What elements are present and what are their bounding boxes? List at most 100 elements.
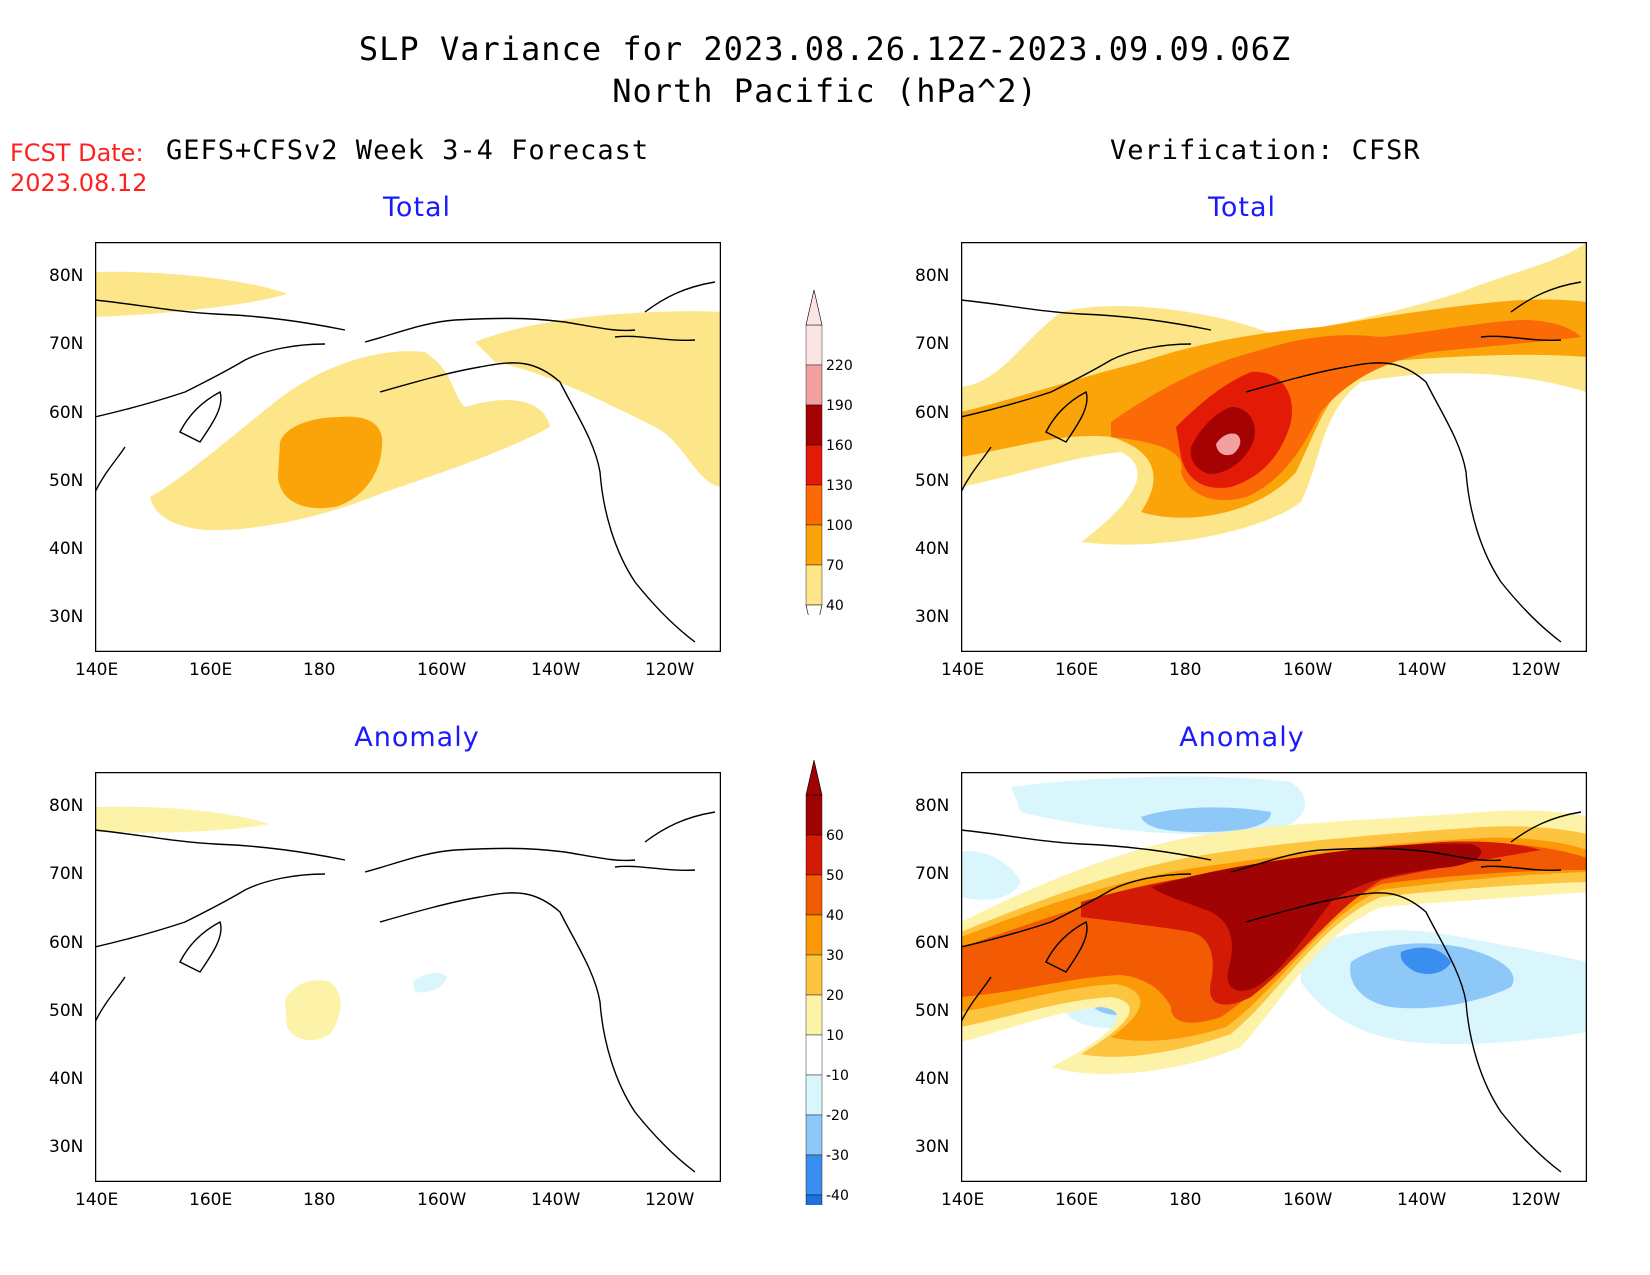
forecast-total-map [95,242,721,652]
lon-tick-label: 140W [1397,660,1447,680]
lat-tick-label: 50N [49,471,84,491]
contour-40 [95,271,287,317]
lat-tick-label: 30N [915,1137,950,1157]
lat-tick-label: 60N [915,403,950,423]
lat-tick-label: 60N [49,403,84,423]
colorbar-swatch [805,874,823,916]
colorbar-cap-bottom [805,604,823,641]
lat-tick-label: 40N [49,539,84,559]
colorbar-cap-top [805,759,823,796]
fcst-date: 2023.08.12 [10,169,148,197]
lon-tick-label: 160W [417,1190,467,1210]
lat-tick-label: 30N [49,1137,84,1157]
colorbar-label: -30 [826,1148,849,1164]
lon-tick-label: 140W [1397,1190,1447,1210]
colorbar-label: 50 [826,868,844,884]
contour-neg10 [961,851,1021,900]
colorbar-label: 20 [826,988,844,1004]
lat-tick-label: 50N [915,1001,950,1021]
lon-tick-label: 140W [531,660,581,680]
lat-tick-label: 40N [915,539,950,559]
lon-tick-label: 160W [1283,1190,1333,1210]
lat-tick-label: 70N [915,334,950,354]
lat-tick-label: 80N [915,796,950,816]
lat-tick-label: 30N [49,607,84,627]
colorbar-label: 100 [826,518,853,534]
fcst-label: FCST Date: [10,139,144,167]
colorbar-swatch [805,404,823,446]
contour-neg10 [413,972,447,993]
lat-tick-label: 30N [915,607,950,627]
coastline [95,281,716,643]
colorbar-label: 190 [826,398,853,414]
contour-10 [285,980,341,1041]
colorbar-label: 220 [826,358,853,374]
lat-tick-label: 70N [915,864,950,884]
colorbar-swatch [805,794,823,836]
lat-tick-label: 60N [915,933,950,953]
colorbar-label: 60 [826,828,844,844]
lon-tick-label: 140E [75,1190,119,1210]
contour-40 [475,311,721,487]
contour-60 [1151,843,1482,991]
lat-tick-label: 50N [49,1001,84,1021]
lon-tick-label: 180 [1169,660,1202,680]
colorbar-swatch [805,954,823,996]
coastline [961,281,1582,643]
figure-subtitle: North Pacific (hPa^2) [612,72,1038,110]
colorbar-swatch [805,1034,823,1076]
colorbar-label: 40 [826,908,844,924]
colorbar-label: 130 [826,478,853,494]
colorbar-cap-top [805,289,823,326]
forecast-total-title: Total [382,192,452,223]
forecast-anomaly-title: Anomaly [354,722,480,753]
contour-70 [278,416,383,509]
lon-tick-label: 160E [189,1190,233,1210]
colorbar-label: 10 [826,1028,844,1044]
figure-title: SLP Variance for 2023.08.26.12Z-2023.09.… [358,30,1292,68]
colorbar-swatch [805,834,823,876]
lat-tick-label: 70N [49,334,84,354]
coastline [961,811,1582,1173]
lat-tick-label: 40N [49,1069,84,1089]
lon-tick-label: 140E [941,1190,985,1210]
colorbar-swatch [805,1194,823,1236]
contour-190 [1216,433,1241,456]
lon-tick-label: 160W [417,660,467,680]
colorbar-swatch [805,1154,823,1196]
colorbar-swatch [805,324,823,366]
verification-anomaly-title: Anomaly [1179,722,1305,753]
lon-tick-label: 180 [1169,1190,1202,1210]
lon-tick-label: 160E [1055,1190,1099,1210]
lat-tick-label: 80N [915,266,950,286]
lon-tick-label: 140E [75,660,119,680]
verification-total-map [961,242,1587,652]
colorbar-label: 70 [826,558,844,574]
lat-tick-label: 70N [49,864,84,884]
verification-header: Verification: CFSR [1110,135,1421,166]
colorbar-swatch [805,524,823,566]
lon-tick-label: 120W [645,1190,695,1210]
colorbar-swatch [805,444,823,486]
lon-tick-label: 140E [941,660,985,680]
colorbar-label: 40 [826,598,844,614]
colorbar-swatch [805,564,823,606]
verification-anomaly-map [961,772,1587,1182]
lon-tick-label: 120W [645,660,695,680]
lon-tick-label: 180 [303,1190,336,1210]
lat-tick-label: 80N [49,266,84,286]
colorbar-swatch [805,994,823,1036]
colorbar-swatch [805,914,823,956]
lon-tick-label: 160E [1055,660,1099,680]
contour-neg20 [1141,807,1271,832]
anomaly-colorbar: 60 50 40 30 20 10 -10 -20 -30 -40 [800,755,880,1271]
colorbar-swatch [805,1074,823,1116]
colorbar-swatch [805,364,823,406]
lat-tick-label: 40N [915,1069,950,1089]
lat-tick-label: 60N [49,933,84,953]
contour-10 [95,806,270,833]
colorbar-label: -20 [826,1108,849,1124]
lon-tick-label: 140W [531,1190,581,1210]
contour-neg30 [1400,947,1451,974]
forecast-anomaly-map [95,772,721,1182]
